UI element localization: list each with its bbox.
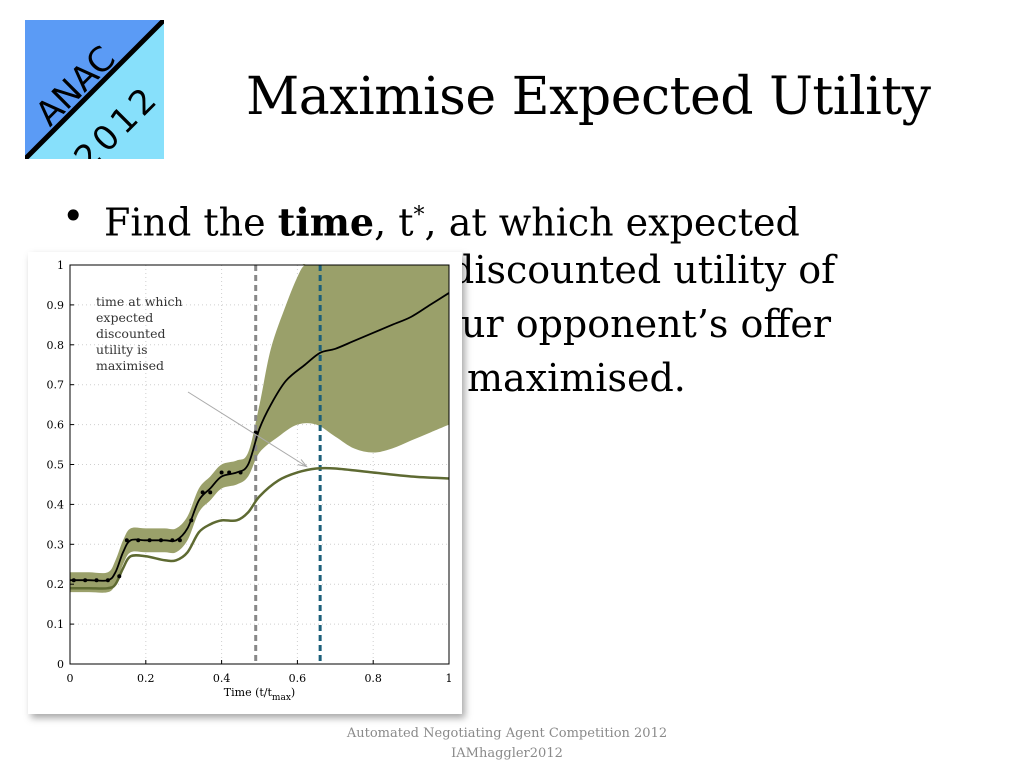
annotation-line: maximised [96,358,164,373]
anac-logo: ANAC 2012 [25,20,164,159]
observation-point [170,538,175,543]
bullet-text-mid: , t [374,200,414,245]
utility-chart: 0 0.2 0.4 0.6 0.8 1 0 0.1 0.2 0.3 0.4 0.5 0.6 0.7 0.8… [47,259,453,703]
annotation-line: expected [96,310,153,325]
bullet-bold-word: time [277,199,375,245]
observation-point [177,538,182,543]
bullet-text-before: Find the [104,200,278,245]
x-tick-label: 0.8 [364,672,382,685]
observation-point [147,538,152,543]
x-axis-label-end: ) [291,686,295,699]
y-tick-label: 0.1 [47,618,65,631]
observation-point [219,470,224,475]
bullet-superscript: * [413,203,425,228]
annotation-arrow-head [297,459,308,468]
y-tick-label: 0.6 [47,419,65,432]
y-tick-label: 0.9 [47,299,65,312]
observation-point [94,578,99,583]
observation-point [200,490,205,495]
observation-point [83,578,88,583]
chart-figure: 0 0.2 0.4 0.6 0.8 1 0 0.1 0.2 0.3 0.4 0.5 0.6 0.7 0.8… [28,252,462,714]
x-axis-ticks: 0 0.2 0.4 0.6 0.8 1 [67,660,453,685]
observation-point [117,574,122,579]
observation-point [227,470,232,475]
bullet-line-1: Find the time, t*, at which expected [104,188,800,251]
x-tick-label: 0.2 [137,672,155,685]
observation-point [136,538,141,543]
observation-point [208,490,213,495]
x-tick-label: 0 [67,672,74,685]
y-tick-label: 0 [57,658,64,671]
y-axis-ticks: 0 0.1 0.2 0.3 0.4 0.5 0.6 0.7 0.8 0.9 1 [47,259,74,671]
mean-prediction-line [70,292,450,582]
annotation-line: utility is [96,342,148,357]
observation-point [158,538,163,543]
y-tick-label: 0.4 [47,498,65,511]
y-tick-label: 1 [57,259,64,272]
bullet-text-after: , at which expected [424,200,800,245]
bullet-line-2: discounted utility of [450,248,836,292]
x-axis-label-main: Time (t/t [224,686,273,699]
observation-point [124,538,129,543]
observation-point [71,578,76,583]
observation-point [238,470,243,475]
y-tick-label: 0.7 [47,379,65,392]
observation-points [71,430,258,583]
discounted-utility-line [70,466,450,590]
y-tick-label: 0.3 [47,538,65,551]
x-axis-label: Time (t/tmax) [224,686,295,703]
vertical-marker-lines [254,265,322,664]
observation-point [189,518,194,523]
annotation-line: discounted [96,326,165,341]
footer-line-1: Automated Negotiating Agent Competition … [346,726,668,741]
x-tick-label: 0.6 [289,672,307,685]
annotation-arrow-line [187,391,307,467]
y-tick-label: 0.5 [47,459,65,472]
x-tick-label: 0.4 [213,672,231,685]
bullet-line-4: maximised. [467,356,686,400]
footer-line-2: IAMhaggler2012 [451,746,563,761]
bullet-marker: • [62,194,85,238]
observation-point [105,578,110,583]
slide-title: Maximise Expected Utility [246,67,931,127]
y-tick-label: 0.8 [47,339,65,352]
annotation-line: time at which [96,294,183,309]
x-axis-label-sub: max [272,693,291,703]
bullet-line-3: ur opponent’s offer [461,302,832,346]
logo-diagonal [25,20,164,159]
x-tick-label: 1 [446,672,453,685]
y-tick-label: 0.2 [47,578,65,591]
